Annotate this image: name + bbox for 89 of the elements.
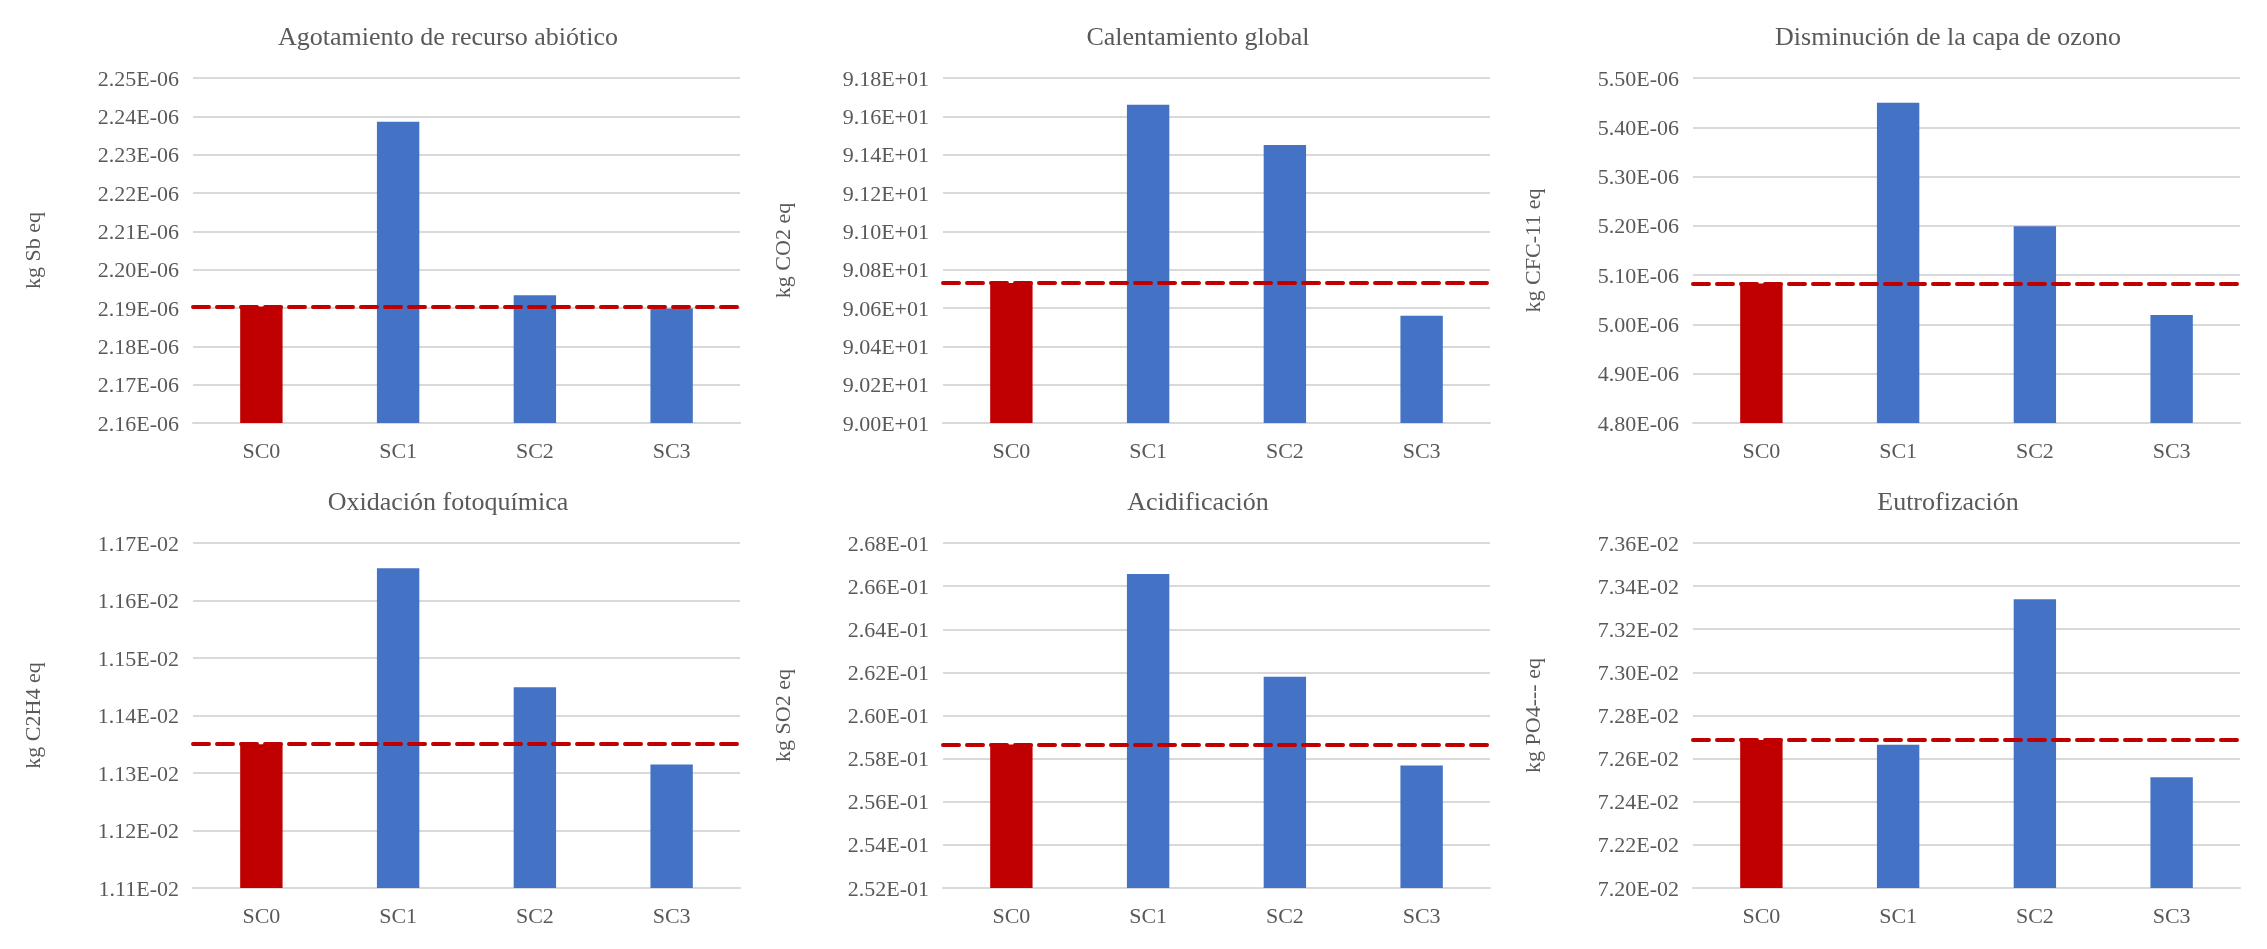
y-tick-label: 2.20E-06 [97,257,179,283]
y-tick-label: 7.20E-02 [1597,875,1679,901]
y-axis-title: kg CO2 eq [769,202,795,299]
x-tick-label: SC3 [2152,437,2191,463]
x-tick-label: SC0 [1742,437,1781,463]
y-tick-label: 7.34E-02 [1597,573,1679,599]
x-tick-label: SC2 [515,437,554,463]
y-tick-label: 9.02E+01 [842,372,929,398]
y-tick-label: 1.16E-02 [97,588,179,613]
y-tick-label: 7.22E-02 [1597,832,1679,858]
y-tick-label: 7.24E-02 [1597,789,1679,815]
x-tick-label: SC1 [1129,437,1168,463]
y-tick-label: 9.08E+01 [842,257,929,283]
chart-title: Acidificación [1127,486,1269,516]
x-tick-label: SC0 [992,437,1031,463]
x-tick-label: SC0 [1742,902,1781,928]
y-tick-label: 2.16E-06 [97,410,179,436]
y-tick-label: 1.12E-02 [97,818,179,843]
x-tick-label: SC2 [1265,902,1304,928]
x-tick-label: SC3 [1402,437,1441,463]
y-tick-label: 1.14E-02 [97,703,179,728]
y-tick-label: 5.50E-06 [1597,65,1679,91]
x-tick-label: SC1 [1129,902,1168,928]
x-tick-label: SC2 [2015,902,2054,928]
y-tick-label: 9.00E+01 [842,410,929,436]
y-tick-label: 2.60E-01 [847,703,929,728]
y-tick-label: 1.17E-02 [97,530,179,556]
y-tick-label: 1.13E-02 [97,760,179,786]
y-tick-label: 4.90E-06 [1597,361,1679,387]
y-tick-label: 2.18E-06 [97,333,179,359]
y-tick-label: 5.20E-06 [1597,213,1679,239]
y-tick-label: 2.58E-01 [847,746,929,772]
y-tick-label: 2.54E-01 [847,832,929,858]
y-tick-label: 1.15E-02 [97,645,179,671]
y-tick-label: 4.80E-06 [1597,410,1679,436]
y-axis-title: kg C2H4 eq [19,662,45,769]
y-tick-label: 9.14E+01 [842,142,929,168]
y-axis-title: kg Sb eq [19,212,45,289]
y-tick-label: 9.16E+01 [842,103,929,129]
chart-title: Calentamiento global [1086,21,1310,51]
y-tick-label: 2.21E-06 [97,218,179,244]
y-tick-label: 2.22E-06 [97,180,179,206]
y-tick-label: 5.00E-06 [1597,311,1679,337]
x-tick-label: SC1 [379,437,418,463]
y-tick-label: 2.23E-06 [97,142,179,168]
y-tick-label: 2.17E-06 [97,372,179,398]
y-tick-label: 2.64E-01 [847,616,929,642]
y-tick-label: 9.10E+01 [842,218,929,244]
chart-title: Oxidación fotoquímica [327,486,569,516]
x-tick-label: SC3 [1402,902,1441,928]
x-tick-label: SC1 [1879,902,1918,928]
x-tick-label: SC2 [2015,437,2054,463]
y-axis-title: kg SO2 eq [769,669,795,762]
y-tick-label: 7.30E-02 [1597,659,1679,685]
x-tick-label: SC0 [992,902,1031,928]
y-tick-label: 2.24E-06 [97,103,179,129]
y-tick-label: 2.62E-01 [847,659,929,685]
y-tick-label: 7.28E-02 [1597,703,1679,728]
y-tick-label: 2.66E-01 [847,573,929,599]
chart-title: Eutrofización [1877,486,2019,516]
y-tick-label: 7.26E-02 [1597,746,1679,772]
chart-title: Agotamiento de recurso abiótico [277,21,619,51]
y-tick-label: 9.18E+01 [842,65,929,91]
y-tick-label: 2.19E-06 [97,295,179,321]
y-tick-label: 2.52E-01 [847,875,929,901]
y-tick-label: 2.68E-01 [847,530,929,556]
y-tick-label: 2.25E-06 [97,65,179,91]
x-tick-label: SC0 [242,902,281,928]
y-tick-label: 5.40E-06 [1597,114,1679,140]
y-tick-label: 2.56E-01 [847,789,929,815]
y-tick-label: 9.04E+01 [842,333,929,359]
y-tick-label: 1.11E-02 [98,875,179,901]
y-tick-label: 9.06E+01 [842,295,929,321]
x-tick-label: SC2 [515,902,554,928]
y-tick-label: 7.32E-02 [1597,616,1679,642]
chart-title: Disminución de la capa de ozono [1775,21,2121,51]
y-tick-label: 7.36E-02 [1597,530,1679,556]
x-tick-label: SC3 [2152,902,2191,928]
x-tick-label: SC2 [1265,437,1304,463]
x-tick-label: SC3 [652,902,691,928]
x-tick-label: SC0 [242,437,281,463]
y-tick-label: 9.12E+01 [842,180,929,206]
y-tick-label: 5.10E-06 [1597,262,1679,288]
y-axis-title: kg PO4--- eq [1519,658,1545,773]
x-tick-label: SC1 [1879,437,1918,463]
y-axis-title: kg CFC-11 eq [1519,188,1545,313]
x-tick-label: SC1 [379,902,418,928]
x-tick-label: SC3 [652,437,691,463]
y-tick-label: 5.30E-06 [1597,164,1679,190]
